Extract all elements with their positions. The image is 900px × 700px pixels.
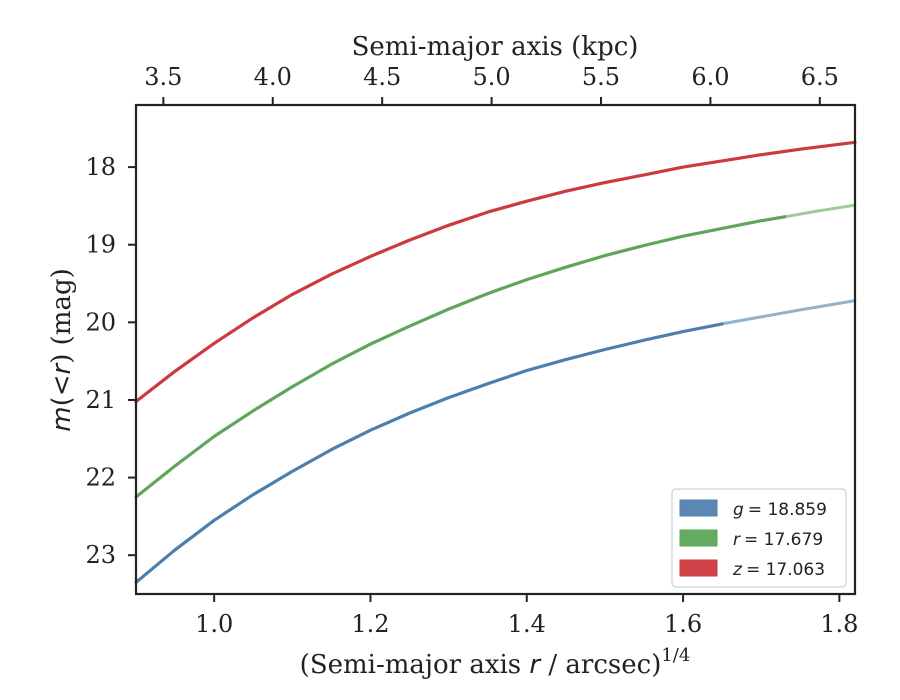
legend-label-g: g = 18.859 bbox=[733, 500, 827, 520]
y-axis-title-var2: r bbox=[47, 361, 77, 374]
legend-var-r: r bbox=[733, 530, 741, 550]
top-x-tick-label: 4.0 bbox=[254, 63, 292, 91]
top-x-tick-label: 5.0 bbox=[473, 63, 511, 91]
series-line-g bbox=[134, 322, 724, 584]
y-axis-title-mid: (< bbox=[47, 374, 77, 406]
series-line-z bbox=[134, 140, 857, 404]
top-x-tick-label: 6.5 bbox=[801, 63, 839, 91]
legend-value-z: = 17.063 bbox=[746, 560, 825, 580]
y-tick-label: 23 bbox=[85, 541, 116, 569]
legend-swatch-z bbox=[679, 559, 718, 577]
series-layer bbox=[134, 140, 857, 584]
x-axis-title-var: r bbox=[529, 650, 542, 680]
series-line-r bbox=[134, 215, 787, 499]
top-x-axis: 3.5 4.0 4.5 5.0 5.5 6.0 6.5 bbox=[144, 63, 839, 105]
bottom-x-axis: 1.0 1.2 1.4 1.6 1.8 bbox=[195, 594, 858, 638]
y-tick-label: 19 bbox=[85, 231, 116, 259]
top-x-axis-title: Semi-major axis (kpc) bbox=[352, 32, 639, 62]
x-tick-label: 1.8 bbox=[820, 610, 858, 638]
x-axis-title-post: / arcsec) bbox=[540, 650, 661, 680]
legend-label-z: z = 17.063 bbox=[732, 560, 825, 580]
series-line-faded-r bbox=[783, 203, 857, 219]
legend-swatch-g bbox=[679, 499, 718, 517]
plot-frame bbox=[134, 103, 857, 596]
top-x-tick-label: 3.5 bbox=[144, 63, 182, 91]
y-axis-title: m(<r) (mag) bbox=[47, 268, 77, 431]
x-tick-label: 1.6 bbox=[664, 610, 702, 638]
legend-label-r: r = 17.679 bbox=[733, 530, 823, 550]
legend-swatch-r bbox=[679, 529, 718, 547]
y-axis: 18 19 20 21 22 23 bbox=[85, 153, 136, 569]
legend-value-r: = 17.679 bbox=[744, 530, 823, 550]
x-tick-label: 1.2 bbox=[351, 610, 389, 638]
x-axis-title-sup: 1/4 bbox=[661, 645, 690, 666]
x-axis-title: (Semi-major axis r / arcsec)1/4 bbox=[300, 645, 691, 680]
top-x-tick-label: 6.0 bbox=[691, 63, 729, 91]
y-axis-title-var1: m bbox=[47, 406, 77, 431]
y-tick-label: 20 bbox=[85, 308, 116, 336]
y-tick-label: 21 bbox=[85, 386, 116, 414]
y-axis-title-post: ) (mag) bbox=[47, 268, 77, 364]
series-line-faded-g bbox=[720, 299, 857, 326]
legend-var-g: g bbox=[733, 500, 744, 520]
legend: g = 18.859 r = 17.679 z = 17.063 bbox=[671, 488, 847, 588]
x-tick-label: 1.4 bbox=[508, 610, 546, 638]
y-tick-label: 22 bbox=[85, 464, 116, 492]
legend-value-g: = 18.859 bbox=[748, 500, 827, 520]
top-x-tick-label: 4.5 bbox=[363, 63, 401, 91]
y-tick-label: 18 bbox=[85, 153, 116, 181]
x-tick-label: 1.0 bbox=[195, 610, 233, 638]
x-axis-title-pre: (Semi-major axis bbox=[300, 650, 530, 680]
legend-var-z: z bbox=[732, 560, 743, 580]
top-x-tick-label: 5.5 bbox=[582, 63, 620, 91]
